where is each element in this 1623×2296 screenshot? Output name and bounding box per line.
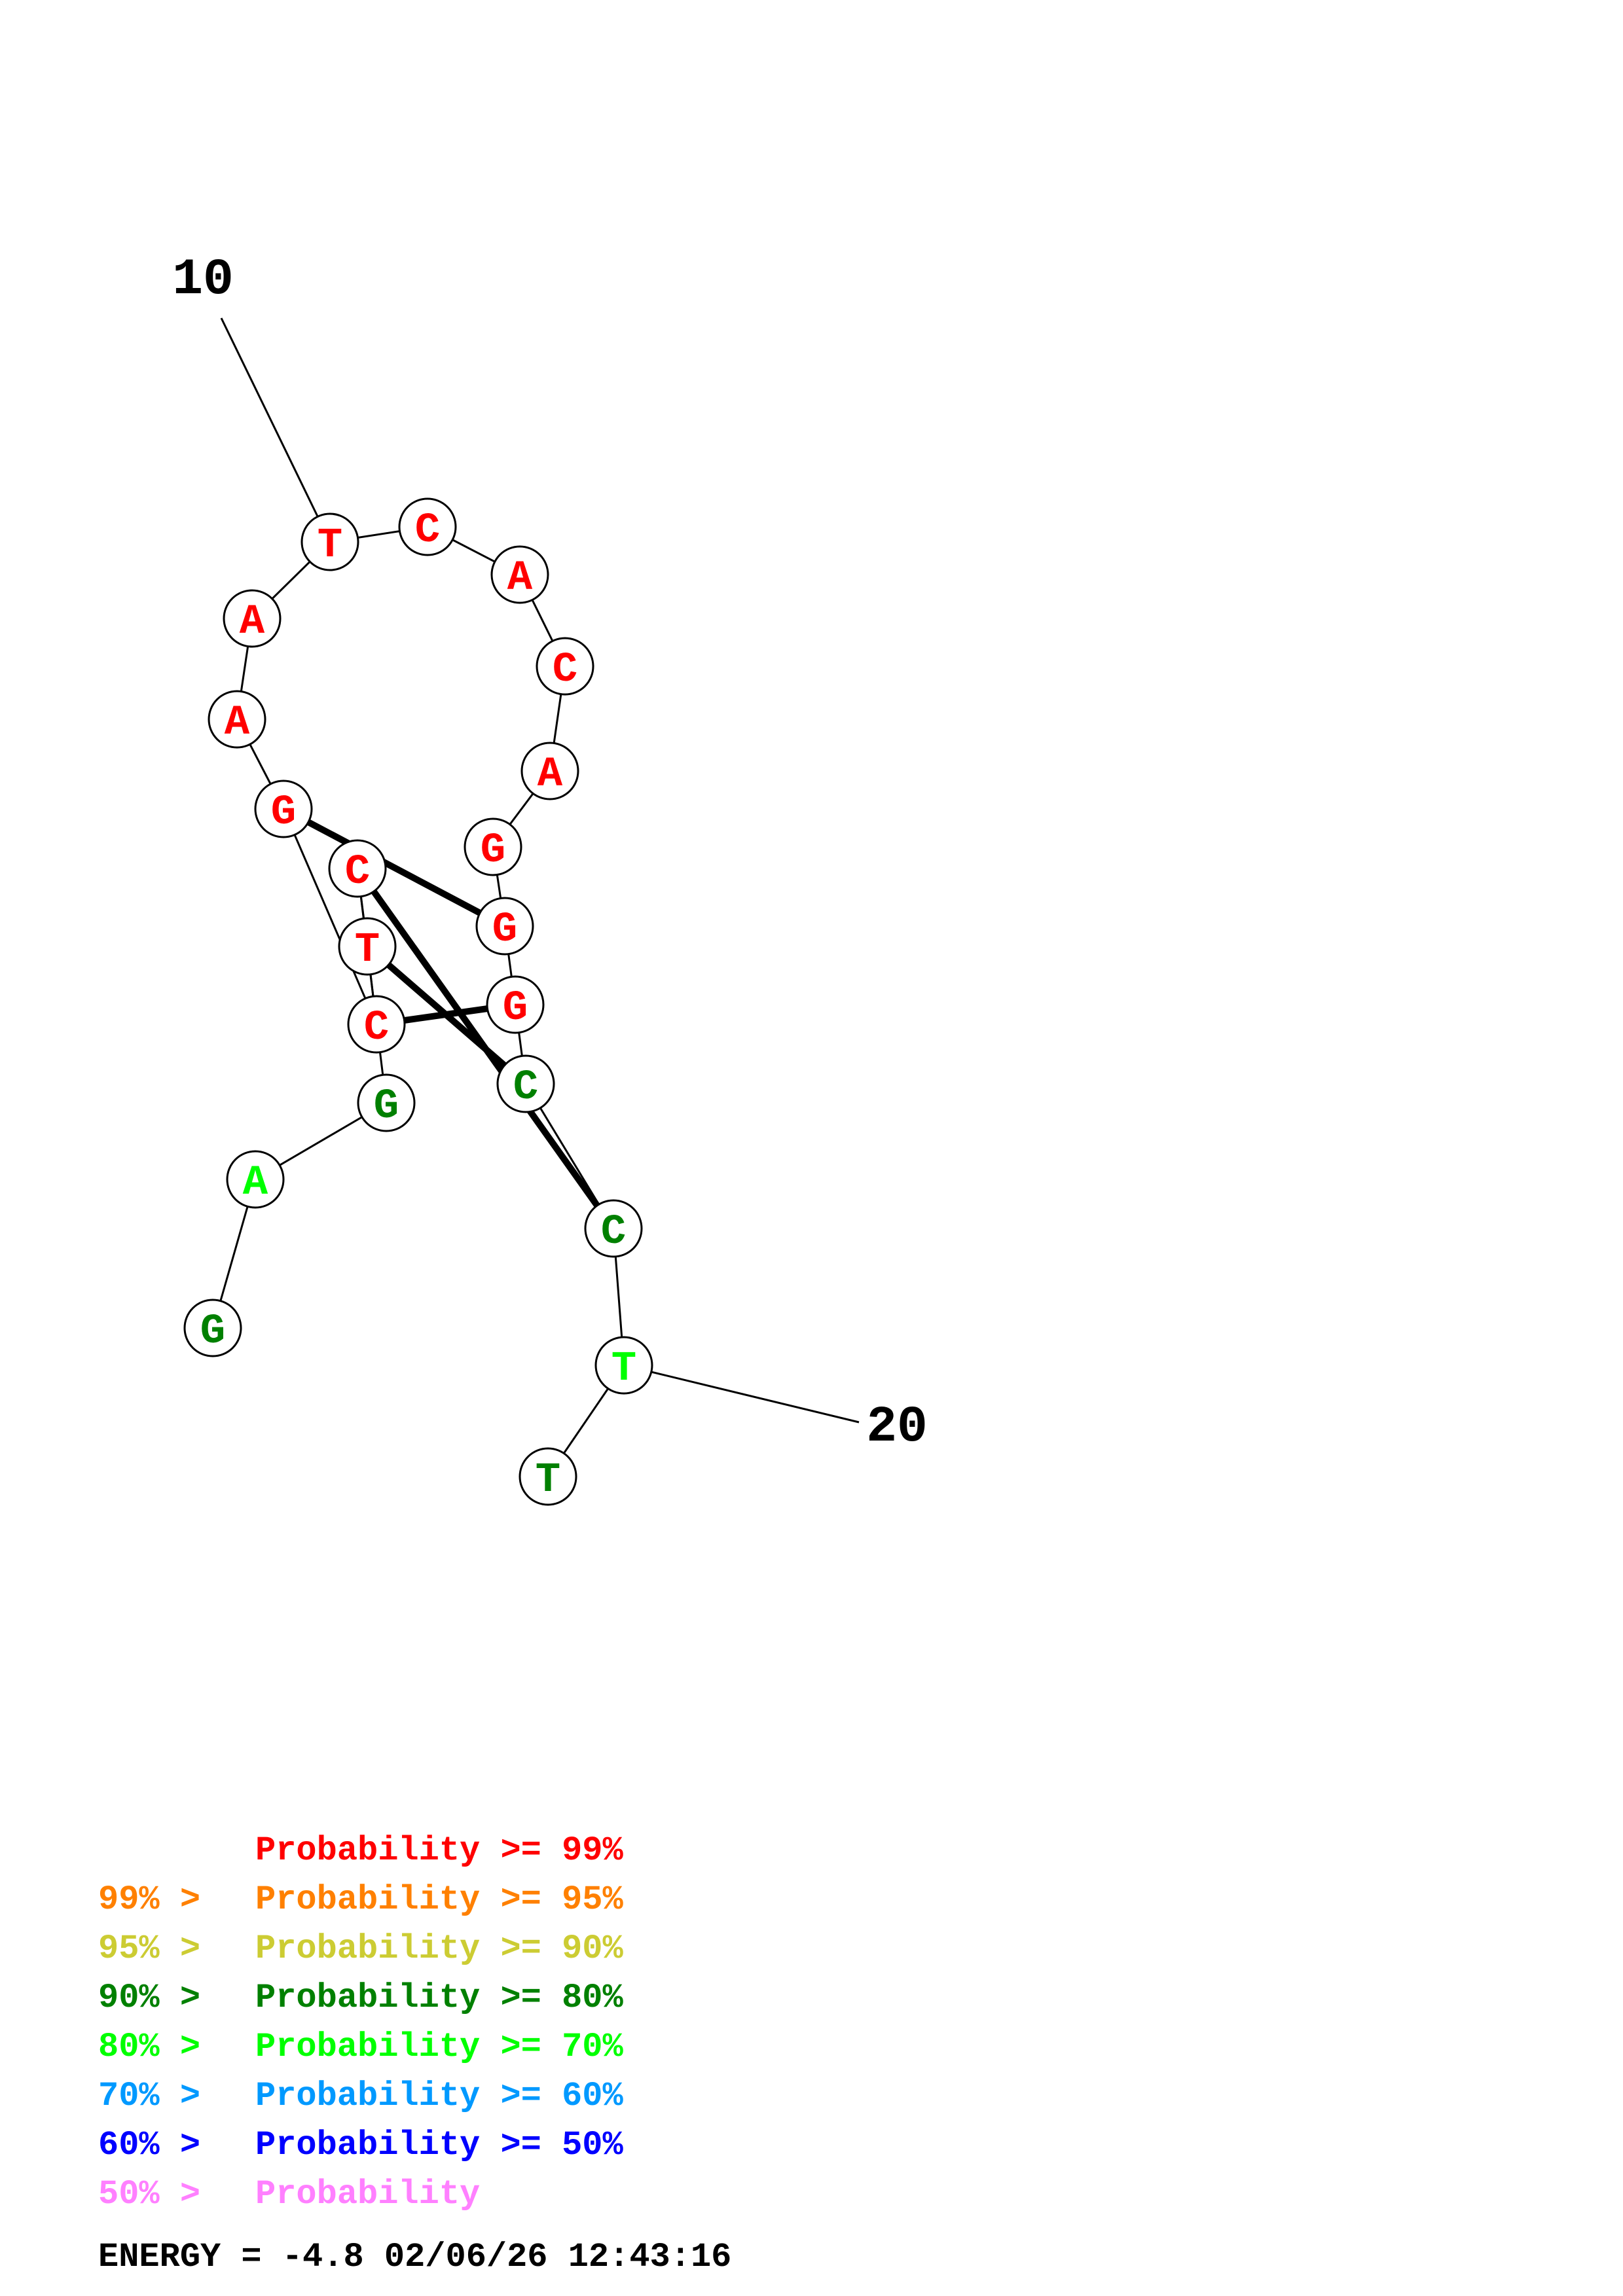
nucleotide: T: [338, 917, 397, 976]
probability-legend: Probability >= 99% 99% > Probability >= …: [98, 1831, 623, 2214]
nucleotide-base: T: [536, 1457, 560, 1504]
nucleotide-circle: [223, 589, 282, 648]
nucleotide-circle: [520, 742, 579, 800]
nucleotide-circle: [464, 817, 522, 876]
nucleotide-circle: [486, 975, 545, 1034]
nucleotide-base: T: [318, 522, 342, 569]
energy-footer: ENERGY = -4.8 02/06/26 12:43:16: [98, 2238, 731, 2276]
nucleotide-base: A: [538, 751, 563, 798]
legend-row-3-text: Probability >= 90%: [255, 1929, 623, 1968]
legend-row-6: 70% > Probability >= 60%: [98, 2077, 623, 2115]
nucleotide-circle: [254, 780, 313, 838]
nucleotide: C: [347, 995, 406, 1054]
nucleotide-circle: [208, 690, 266, 749]
nucleotide: G: [486, 975, 545, 1034]
nucleotide-base: T: [611, 1346, 636, 1393]
nucleotide: G: [183, 1299, 242, 1357]
nucleotide-circle: [226, 1150, 285, 1209]
legend-row-8-prefix: 50% >: [98, 2175, 221, 2214]
nucleotide: C: [496, 1054, 555, 1113]
nucleotide: G: [464, 817, 522, 876]
legend-row-5-text: Probability >= 70%: [255, 2028, 623, 2066]
nucleotide: C: [584, 1199, 643, 1258]
nucleotide: G: [357, 1073, 416, 1132]
nucleotide-base: C: [601, 1209, 626, 1256]
nucleotide: T: [519, 1447, 577, 1506]
backbone-link: [282, 808, 378, 1025]
nucleotide-base: C: [553, 647, 577, 694]
legend-row-6-text: Probability >= 60%: [255, 2077, 623, 2115]
nucleotide-circle: [328, 839, 387, 898]
nucleotide: T: [301, 512, 359, 571]
nucleotide-base: G: [492, 906, 517, 954]
nucleotide-circle: [594, 1336, 653, 1395]
legend-row-1-text: Probability >= 99%: [255, 1831, 623, 1870]
position-tick: [623, 1364, 860, 1424]
nucleotide-circle: [301, 512, 359, 571]
nucleotide: A: [208, 690, 266, 749]
legend-row-3: 95% > Probability >= 90%: [98, 1929, 623, 1968]
legend-row-2: 99% > Probability >= 95%: [98, 1880, 623, 1919]
nucleotide-base: A: [225, 700, 250, 747]
nucleotide-base: A: [243, 1160, 268, 1207]
nucleotide-circle: [183, 1299, 242, 1357]
nucleotide: G: [254, 780, 313, 838]
nucleotide-base: G: [503, 985, 528, 1032]
nucleotide: A: [226, 1150, 285, 1209]
nucleotide-base: A: [240, 599, 265, 646]
nucleotide-circle: [338, 917, 397, 976]
nucleotide: T: [594, 1336, 653, 1395]
nucleotide: A: [223, 589, 282, 648]
nucleotide-circle: [357, 1073, 416, 1132]
legend-row-5-prefix: 80% >: [98, 2028, 221, 2066]
nucleotide-base: A: [507, 555, 533, 602]
nucleotide: A: [490, 545, 549, 604]
position-label: 10: [172, 251, 234, 309]
nucleotide-base: C: [345, 849, 370, 896]
nucleotide-base: G: [374, 1083, 399, 1130]
position-label: 20: [866, 1399, 928, 1456]
nucleotide: A: [520, 742, 579, 800]
legend-row-2-prefix: 99% >: [98, 1880, 221, 1919]
nucleotide: C: [328, 839, 387, 898]
legend-row-2-text: Probability >= 95%: [255, 1880, 623, 1919]
legend-row-8: 50% > Probability: [98, 2175, 480, 2214]
position-tick-lines: [220, 317, 860, 1424]
legend-row-8-text: Probability: [255, 2175, 480, 2214]
nucleotide-base: G: [481, 827, 505, 874]
legend-row-7-prefix: 60% >: [98, 2126, 221, 2164]
base-pair-bond: [282, 806, 507, 929]
nucleotide-circle: [496, 1054, 555, 1113]
nucleotide-base: G: [271, 789, 296, 836]
nucleotide-circle: [490, 545, 549, 604]
legend-row-7-text: Probability >= 50%: [255, 2126, 623, 2164]
nucleotide-circle: [347, 995, 406, 1054]
nucleotide: G: [475, 897, 534, 956]
nucleotide-circle: [536, 637, 594, 696]
position-labels: 10 20: [172, 251, 928, 1456]
nucleotide: C: [398, 497, 457, 556]
nucleotide-base: T: [355, 927, 380, 974]
position-tick: [220, 317, 331, 543]
nucleotide-base: C: [364, 1005, 389, 1052]
nucleotide-base: C: [513, 1064, 538, 1111]
legend-row-4-text: Probability >= 80%: [255, 1979, 623, 2017]
nucleotide-base: G: [200, 1308, 225, 1355]
legend-row-4: 90% > Probability >= 80%: [98, 1979, 623, 2017]
legend-row-6-prefix: 70% >: [98, 2077, 221, 2115]
legend-row-3-prefix: 95% >: [98, 1929, 221, 1968]
legend-row-7: 60% > Probability >= 50%: [98, 2126, 623, 2164]
nucleotide-base: C: [415, 507, 440, 554]
nucleotide-circle: [398, 497, 457, 556]
legend-row-4-prefix: 90% >: [98, 1979, 221, 2017]
nucleotide: C: [536, 637, 594, 696]
nucleotide-circle: [584, 1199, 643, 1258]
legend-row-5: 80% > Probability >= 70%: [98, 2028, 623, 2066]
nucleotide-circle: [475, 897, 534, 956]
nucleotide-circle: [519, 1447, 577, 1506]
legend-row-1: Probability >= 99%: [255, 1831, 623, 1870]
